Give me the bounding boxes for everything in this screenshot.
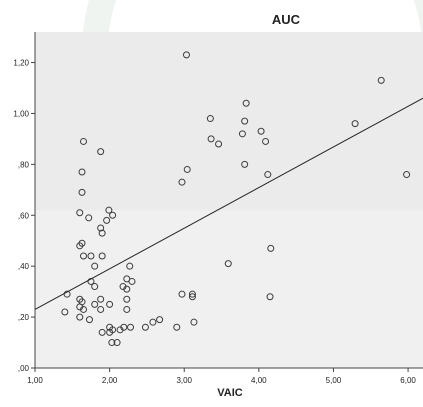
scatter-point [241,160,249,168]
scatter-point [190,318,198,326]
scatter-point [80,252,87,260]
scatter-point [109,211,117,219]
scatter-point [403,171,411,179]
scatter-point [178,290,186,298]
plot-area-upper-band [35,32,423,211]
y-tick-label: ,00 [18,364,30,373]
x-axis-label: VAIC [217,387,243,399]
scatter-point [98,252,106,260]
scatter-point [97,305,105,313]
scatter-point [105,206,113,214]
y-tick-label: ,20 [18,313,30,322]
scatter-point [87,252,95,260]
scatter-point [76,209,84,217]
scatter-point [123,295,131,303]
scatter-point [207,135,215,143]
scatter-point [264,171,272,179]
scatter-point [141,323,149,331]
scatter-point [108,339,116,347]
scatter-point [97,295,105,303]
x-tick-label: 1,00 [27,376,43,385]
y-tick-label: 1,20 [13,59,29,68]
scatter-point [128,277,136,285]
x-tick-label: 3,00 [176,376,192,385]
scatter-point [123,305,131,313]
scatter-point [85,316,93,324]
scatter-point [206,115,214,123]
scatter-point [85,214,93,222]
scatter-point [76,313,84,321]
scatter-point [97,148,105,156]
scatter-point [267,244,275,252]
scatter-point [126,262,134,270]
scatter-point [91,300,99,308]
scatter-point [106,300,114,308]
scatter-point [149,318,157,326]
scatter-point [116,326,124,334]
scatter-point [266,293,274,301]
scatter-point [377,76,385,84]
scatter-point [173,323,181,331]
scatter-point [113,339,121,347]
y-tick-label: ,80 [18,160,30,169]
scatter-point [123,285,131,293]
scatter-point [91,283,99,291]
scatter-point [224,260,232,268]
scatter-point [178,178,186,186]
y-tick-label: ,60 [18,211,30,220]
fit-line [34,97,423,310]
y-tick-label: 1,00 [13,109,29,118]
y-tick-label: ,40 [18,262,30,271]
scatter-point [106,328,114,336]
scatter-point [156,316,164,324]
scatter-point [91,262,99,270]
scatter-point [78,188,86,196]
x-tick-label: 5,00 [326,376,342,385]
scatter-point [183,165,191,173]
scatter-point [61,308,69,316]
scatter-point [188,290,196,298]
scatter-point [80,137,87,145]
scatter-point [78,168,86,176]
scatter-point [98,229,106,237]
scatter-point [80,305,87,313]
x-tick-label: 2,00 [102,376,118,385]
scatter-point [257,127,265,135]
scatter-point [351,120,359,128]
scatter-point [262,137,270,145]
scatter-point [76,242,84,250]
scatter-point [242,99,250,107]
scatter-point [127,323,135,331]
scatter-point [103,216,111,224]
scatter-point [188,293,196,301]
scatter-point [238,130,246,138]
scatter-point [215,140,223,148]
scatter-point [182,51,190,59]
scatter-point [241,117,249,125]
chart-title: AUC [272,12,301,27]
x-tick-label: 6,00 [400,376,416,385]
scatter-point [97,224,105,232]
scatter-point [98,328,106,336]
x-tick-label: 4,00 [251,376,267,385]
